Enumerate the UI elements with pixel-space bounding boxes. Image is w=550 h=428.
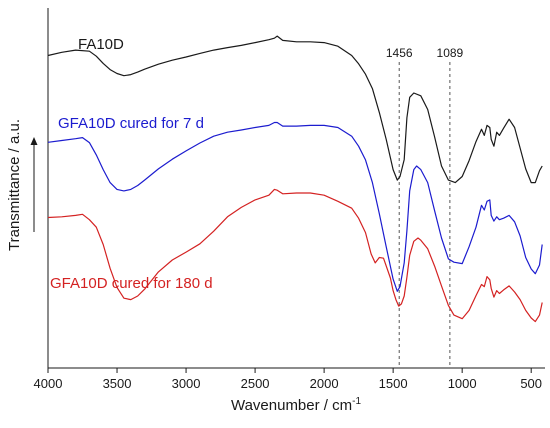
y-axis-title: Transmittance / a.u.: [6, 119, 23, 251]
x-tick-label: 2500: [241, 376, 270, 391]
series-layer: [47, 35, 543, 323]
x-axis-title-superscript: -1: [352, 396, 361, 407]
annotation-label: 1456: [386, 46, 413, 60]
x-tick-label: 1500: [379, 376, 408, 391]
x-tick-label: 2000: [310, 376, 339, 391]
plot-frame: [47, 8, 545, 369]
x-axis-title: Wavenumber / cm-1: [231, 396, 361, 414]
x-tick-label: 4000: [34, 376, 63, 391]
x-tick-label: 500: [520, 376, 542, 391]
x-tick-label: 3500: [103, 376, 132, 391]
y-axis-arrow-head: [30, 137, 38, 145]
x-ticks: 4000 3500 3000 2500 2000 1500 1000 500: [34, 368, 542, 391]
x-axis-title-text: Wavenumber / cm: [231, 397, 352, 414]
series-label: GFA10D cured for 7 d: [58, 115, 204, 132]
annotation-label: 1089: [437, 46, 464, 60]
x-tick-label: 3000: [172, 376, 201, 391]
series-line: [47, 121, 543, 292]
series-label: GFA10D cured for 180 d: [50, 275, 213, 292]
series-labels: FA10D GFA10D cured for 7 d GFA10D cured fo…: [50, 36, 213, 292]
annotations: 1456 1089: [386, 46, 464, 368]
series-label: FA10D: [78, 36, 124, 53]
x-tick-label: 1000: [448, 376, 477, 391]
series-line: [47, 188, 543, 323]
series-line: [47, 35, 543, 184]
